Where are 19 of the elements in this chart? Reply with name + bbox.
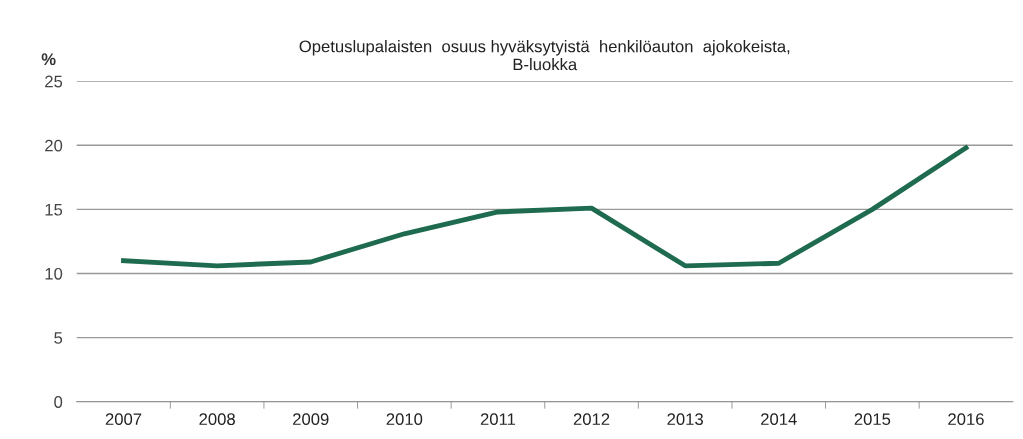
y-tick-label: 10 — [45, 267, 63, 280]
x-tick-label: 2013 — [667, 413, 703, 426]
x-tick-label: 2015 — [854, 413, 891, 426]
y-axis-title: % — [41, 53, 56, 66]
y-tick-label: 25 — [45, 75, 63, 88]
x-tick-label: 2007 — [105, 413, 142, 426]
y-tick-label: 15 — [45, 203, 63, 216]
x-tick-label: 2009 — [293, 413, 329, 426]
x-tick-label: 2012 — [573, 413, 610, 426]
x-tick-label: 2014 — [761, 413, 797, 426]
y-tick-label: 0 — [54, 396, 63, 408]
x-tick-label: 2016 — [948, 413, 984, 426]
x-tick-label: 2008 — [199, 413, 235, 426]
x-tick-label: 2010 — [386, 413, 423, 426]
chart-title: Opetuslupalaisten osuus hyväksytyistä henkilöauton ajokokeista, B-luokka — [299, 40, 790, 71]
line-series — [121, 145, 969, 269]
x-tick-label: 2011 — [480, 413, 516, 426]
y-tick-label: 20 — [45, 139, 63, 152]
y-tick-label: 5 — [54, 332, 63, 344]
